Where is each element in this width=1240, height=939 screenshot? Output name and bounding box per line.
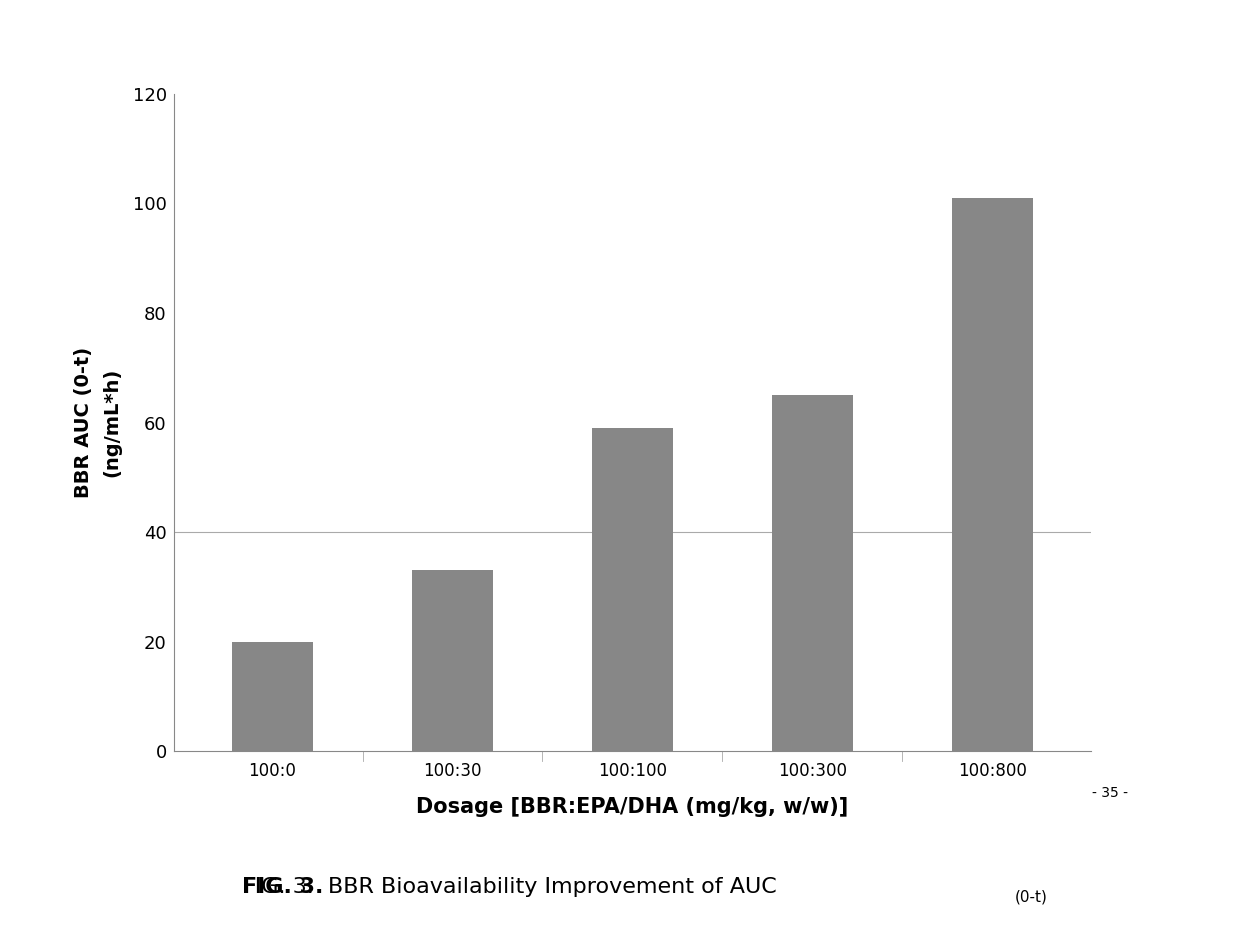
X-axis label: Dosage [BBR:EPA/DHA (mg/kg, w/w)]: Dosage [BBR:EPA/DHA (mg/kg, w/w)] xyxy=(417,797,848,817)
Bar xyxy=(412,570,494,751)
Text: (0-t): (0-t) xyxy=(1014,889,1048,904)
Bar xyxy=(232,641,312,751)
Text: - 35 -: - 35 - xyxy=(1091,787,1128,800)
Bar xyxy=(771,395,853,751)
Bar xyxy=(591,428,673,751)
Bar xyxy=(952,198,1033,751)
Text: FIG. 3.  BBR Bioavailability Improvement of AUC: FIG. 3. BBR Bioavailability Improvement … xyxy=(242,877,776,898)
Text: FIG. 3.: FIG. 3. xyxy=(242,877,324,898)
Y-axis label: BBR AUC (0-t)
(ng/mL*h): BBR AUC (0-t) (ng/mL*h) xyxy=(74,347,122,498)
